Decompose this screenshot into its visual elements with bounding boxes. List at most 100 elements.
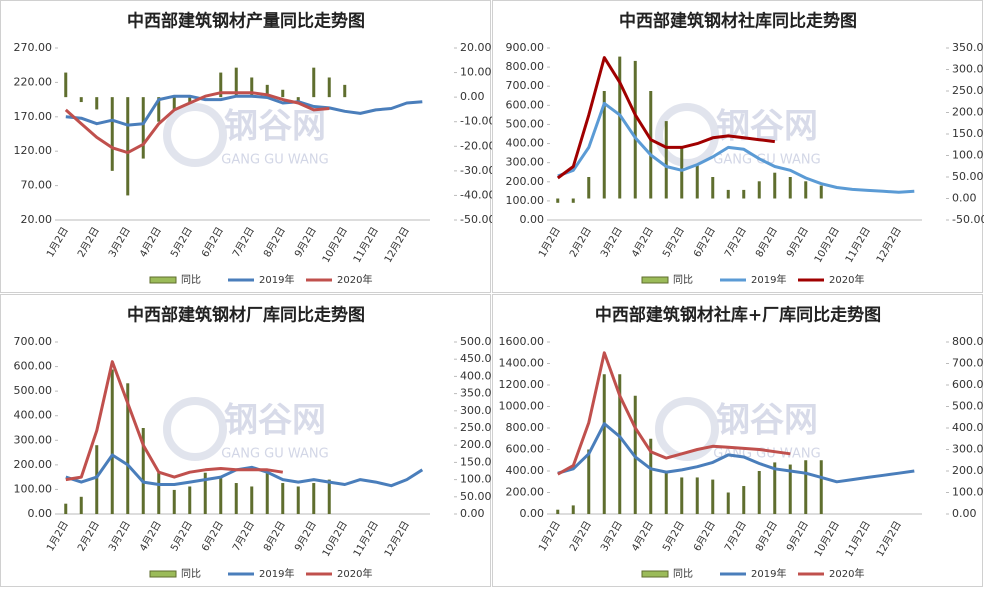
y-tick-label: 800.00 xyxy=(506,421,545,434)
bar xyxy=(711,177,715,199)
line xyxy=(557,101,915,194)
bar xyxy=(819,185,823,199)
bar xyxy=(757,181,761,199)
watermark-sub: GANG GU WANG xyxy=(221,447,328,462)
y2-tick-label: 0.00 xyxy=(460,90,485,103)
bar xyxy=(95,445,99,514)
watermark-sub: GANG GU WANG xyxy=(221,153,328,168)
y2-tick-label: 200.00 xyxy=(952,106,984,119)
bar xyxy=(773,172,777,199)
y-tick-label: 0.00 xyxy=(520,213,545,226)
bar xyxy=(234,483,238,514)
y2-tick-label: 200.00 xyxy=(460,438,499,451)
panel-border xyxy=(492,294,983,587)
bar xyxy=(711,479,715,514)
bar xyxy=(126,383,130,514)
bar xyxy=(571,198,575,203)
y-tick-label: 700.00 xyxy=(14,335,53,348)
y2-tick-label: 600.00 xyxy=(952,378,984,391)
bar xyxy=(788,464,792,514)
bar xyxy=(95,97,99,110)
y-tick-label: 0.00 xyxy=(520,507,545,520)
y2-tick-label: 0.00 xyxy=(952,192,977,205)
bar xyxy=(343,84,347,98)
legend-label: 2019年 xyxy=(259,273,294,286)
bar xyxy=(757,471,761,514)
bar xyxy=(664,121,668,199)
line xyxy=(556,56,775,180)
bar xyxy=(804,460,808,514)
bar xyxy=(726,492,730,514)
bar xyxy=(172,489,176,514)
bar xyxy=(64,72,68,98)
legend-label: 2020年 xyxy=(829,273,864,286)
watermark-logo xyxy=(655,397,719,461)
y2-tick-label: 250.00 xyxy=(952,84,984,97)
y2-tick-label: 700.00 xyxy=(952,357,984,370)
line xyxy=(65,94,423,127)
y-tick-label: 400.00 xyxy=(506,137,545,150)
bar xyxy=(556,509,560,514)
y-tick-label: 300.00 xyxy=(506,156,545,169)
y-tick-label: 600.00 xyxy=(506,98,545,111)
line xyxy=(64,91,330,155)
bar xyxy=(265,84,269,98)
panel-border xyxy=(492,0,983,293)
watermark-logo xyxy=(655,103,719,167)
bar xyxy=(618,374,622,514)
legend-label: 2019年 xyxy=(751,567,786,580)
line xyxy=(557,351,791,476)
y2-tick-label: 150.00 xyxy=(460,455,499,468)
bar xyxy=(234,67,238,98)
bar xyxy=(110,369,114,514)
bar xyxy=(680,477,684,514)
bar xyxy=(296,97,300,103)
y2-tick-label: 500.00 xyxy=(952,400,984,413)
y-tick-label: 400.00 xyxy=(14,409,53,422)
y-tick-label: 800.00 xyxy=(506,60,545,73)
y-tick-label: 270.00 xyxy=(14,41,53,54)
y2-tick-label: -30.00 xyxy=(460,164,495,177)
legend-swatch xyxy=(641,570,669,578)
y-tick-label: 300.00 xyxy=(14,433,53,446)
bar xyxy=(126,97,130,196)
bar xyxy=(157,97,161,122)
bar xyxy=(312,483,316,514)
y-tick-label: 120.00 xyxy=(14,144,53,157)
panel-border xyxy=(0,294,491,587)
y2-tick-label: 10.00 xyxy=(460,66,492,79)
legend-label: 同比 xyxy=(181,274,201,286)
watermark-sub: GANG GU WANG xyxy=(713,153,820,168)
chart-title: 中西部建筑钢材产量同比走势图 xyxy=(127,11,365,32)
y-tick-label: 70.00 xyxy=(21,179,53,192)
y2-tick-label: 0.00 xyxy=(952,507,977,520)
y2-tick-label: 400.00 xyxy=(952,421,984,434)
bar xyxy=(633,60,637,199)
bar xyxy=(188,486,192,514)
y-tick-label: 700.00 xyxy=(506,79,545,92)
legend-swatch xyxy=(149,276,177,284)
y-tick-label: 500.00 xyxy=(506,117,545,130)
bar xyxy=(556,198,560,203)
bar xyxy=(327,479,331,514)
y2-tick-label: -20.00 xyxy=(460,139,495,152)
y-tick-label: 200.00 xyxy=(506,175,545,188)
legend-label: 2020年 xyxy=(829,567,864,580)
y2-tick-label: 50.00 xyxy=(460,490,492,503)
y2-tick-label: 50.00 xyxy=(952,170,984,183)
y2-tick-label: 100.00 xyxy=(952,149,984,162)
bar xyxy=(265,472,269,514)
y-tick-label: 200.00 xyxy=(506,486,545,499)
y-tick-label: 20.00 xyxy=(21,213,53,226)
y2-tick-label: 150.00 xyxy=(952,127,984,140)
y-tick-label: 1200.00 xyxy=(499,378,545,391)
watermark: 钢谷网 xyxy=(716,401,818,441)
bar xyxy=(602,91,606,199)
chart-title: 中西部建筑钢材社库同比走势图 xyxy=(619,11,857,32)
bar xyxy=(788,177,792,199)
y-tick-label: 200.00 xyxy=(14,458,53,471)
bar xyxy=(281,89,285,98)
